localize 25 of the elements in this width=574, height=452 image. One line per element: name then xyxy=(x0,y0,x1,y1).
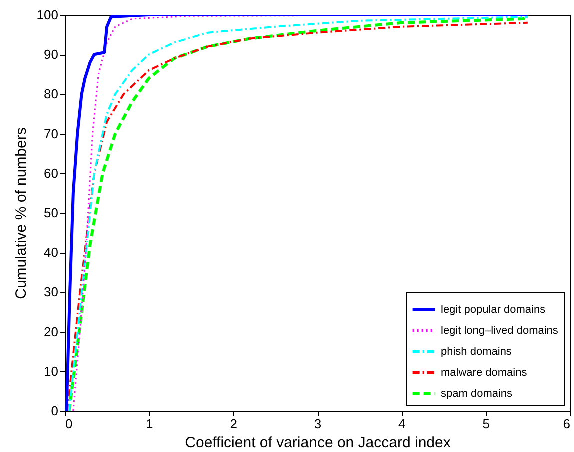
legend-label: legit long–lived domains xyxy=(441,325,559,337)
y-tick-label: 70 xyxy=(44,126,58,142)
y-tick-label: 40 xyxy=(44,245,58,260)
x-tick-label: 3 xyxy=(314,416,322,432)
y-tick-label: 90 xyxy=(44,47,58,62)
x-tick-label: 2 xyxy=(230,416,238,432)
y-tick-label: 0 xyxy=(51,404,58,418)
y-tick-label: 30 xyxy=(44,284,58,300)
x-tick-label: 6 xyxy=(563,416,570,432)
x-tick-label: 5 xyxy=(482,416,490,432)
y-tick-label: 20 xyxy=(44,324,58,340)
y-axis-title: Cumulative % of numbers xyxy=(12,128,30,300)
y-tick-label: 50 xyxy=(44,206,58,220)
x-tick-label: 1 xyxy=(146,416,154,432)
legend-label: spam domains xyxy=(441,388,514,400)
y-tick-label: 100 xyxy=(36,8,58,22)
legend-label: legit popular domains xyxy=(441,304,546,316)
legend-label: phish domains xyxy=(441,346,512,358)
y-tick-label: 80 xyxy=(44,86,58,102)
x-axis-title: Coefficient of variance on Jaccard index xyxy=(185,434,452,452)
y-tick-label: 10 xyxy=(44,364,58,379)
y-tick-label: 60 xyxy=(44,166,58,181)
x-tick-label: 4 xyxy=(398,416,406,432)
x-tick-label: 0 xyxy=(66,416,73,432)
legend-label: malware domains xyxy=(441,367,528,379)
